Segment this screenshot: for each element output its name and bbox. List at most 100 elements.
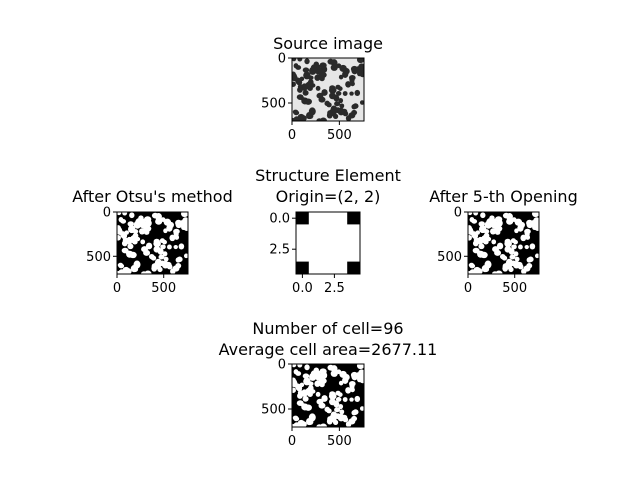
cell-blob — [509, 254, 516, 260]
cell-blob — [173, 244, 178, 250]
panel-title-line: Number of cell=96 — [252, 319, 403, 338]
cell-blob — [328, 86, 337, 94]
cell-blob — [131, 234, 138, 241]
matrix-cell — [308, 212, 322, 225]
axes-frame — [295, 211, 361, 275]
cell-blob — [345, 387, 352, 394]
matrix-cell — [321, 249, 335, 262]
cell-blob — [355, 372, 363, 379]
cell-blob — [352, 103, 359, 109]
matrix-cell — [347, 224, 360, 238]
cell-blob — [157, 248, 164, 255]
cell-blob — [525, 234, 531, 240]
cell-blob — [339, 103, 345, 109]
cell-blob — [302, 67, 310, 73]
cell-blob — [304, 404, 312, 411]
cell-blob — [327, 364, 335, 371]
cell-blob — [179, 219, 187, 227]
matrix-cell — [321, 236, 335, 250]
matrix-cell — [334, 212, 348, 225]
matrix-cell — [308, 249, 322, 262]
cell-blob — [162, 251, 168, 257]
cell-blob — [492, 221, 499, 227]
axes-frame — [116, 211, 189, 275]
cell-blob — [502, 263, 509, 270]
cell-blob — [349, 383, 355, 388]
cell-blob — [151, 212, 159, 219]
cell-blob — [292, 81, 296, 87]
cell-blob — [339, 64, 347, 72]
cell-blob — [315, 391, 321, 397]
cell-blob — [349, 91, 354, 96]
cell-blob — [124, 230, 130, 235]
cell-blob — [338, 380, 344, 386]
cell-blob — [292, 377, 296, 384]
y-tick-label: 0 — [454, 206, 462, 221]
cell-blob — [339, 370, 347, 378]
cell-blob — [306, 386, 314, 393]
cell-blob — [297, 58, 303, 62]
panel-structure: Structure Element Origin=(2, 2) 0.0 2.5 0.0 2… — [255, 166, 401, 296]
cell-blob — [494, 225, 502, 234]
cell-blob — [118, 263, 125, 269]
cell-blob — [349, 397, 354, 402]
cell-blob — [477, 239, 483, 245]
y-tick-label: 0 — [278, 52, 286, 67]
cell-blob — [468, 212, 473, 216]
cell-blob — [117, 225, 121, 232]
cell-blob — [533, 212, 539, 216]
cell-blob — [126, 239, 132, 245]
cell-blob — [350, 81, 355, 87]
cell-blob — [319, 423, 328, 427]
cell-blob — [478, 221, 485, 227]
cell-blob — [327, 58, 335, 65]
cell-blob — [178, 243, 185, 250]
cell-blob — [338, 97, 344, 104]
matrix-cell — [321, 261, 335, 274]
cell-blob — [469, 216, 475, 223]
matrix-cell — [347, 212, 360, 225]
cell-blob — [534, 253, 539, 259]
cell-blob — [122, 212, 128, 216]
cell-blob — [299, 76, 305, 82]
cell-blob — [127, 221, 134, 227]
cell-blob — [468, 270, 472, 274]
cell-blob — [321, 89, 328, 96]
cell-blob — [335, 397, 342, 402]
cell-blob — [301, 392, 308, 398]
cell-blob — [176, 256, 183, 263]
cell-blob — [133, 260, 141, 269]
cell-blob — [359, 406, 364, 411]
cell-blob — [316, 398, 324, 405]
cell-blob — [153, 240, 161, 248]
cell-blob — [293, 416, 300, 422]
cell-blob — [475, 230, 481, 235]
panel-result: Number of cell=96 Average cell area=2677.… — [219, 319, 438, 449]
cell-blob — [127, 243, 134, 250]
cell-blob — [337, 413, 345, 422]
cell-blob — [319, 62, 327, 69]
cell-blob — [524, 244, 529, 250]
image-content — [292, 364, 364, 427]
cell-blob — [292, 58, 297, 62]
cell-blob — [173, 231, 179, 236]
cell-blob — [527, 256, 534, 263]
matrix-cell — [308, 261, 322, 274]
cell-blob — [337, 107, 345, 116]
cell-blob — [524, 231, 530, 236]
y-tick-label: 500 — [261, 97, 286, 112]
cell-blob — [495, 270, 503, 274]
cell-blob — [297, 392, 303, 399]
matrix-cell — [296, 212, 310, 225]
cell-blob — [351, 415, 358, 422]
matrix-cell — [347, 236, 360, 250]
cell-blob — [143, 216, 152, 223]
cell-blob — [302, 90, 309, 96]
cell-blob — [293, 63, 299, 69]
cell-blob — [158, 254, 165, 260]
cell-blob — [351, 109, 358, 116]
cell-blob — [483, 229, 490, 234]
cell-blob — [338, 74, 344, 80]
y-tick-label: 500 — [437, 250, 462, 265]
